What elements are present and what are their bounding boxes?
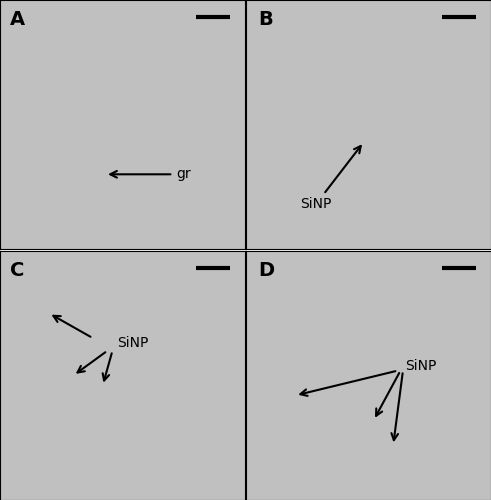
Text: A: A bbox=[10, 10, 25, 29]
Text: C: C bbox=[10, 261, 24, 280]
Text: SiNP: SiNP bbox=[300, 146, 361, 211]
Text: B: B bbox=[259, 10, 273, 29]
Text: SiNP: SiNP bbox=[406, 358, 437, 372]
Text: gr: gr bbox=[110, 168, 191, 181]
Text: SiNP: SiNP bbox=[117, 336, 149, 350]
Text: D: D bbox=[259, 261, 275, 280]
